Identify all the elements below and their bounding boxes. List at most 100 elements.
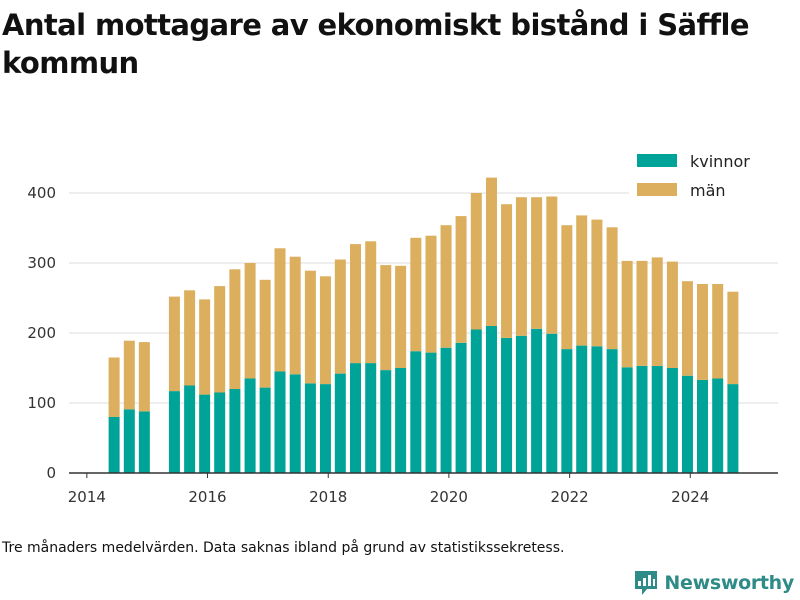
y-tick-label: 300 — [27, 254, 56, 272]
bar-man — [274, 248, 286, 372]
legend: kvinnor män — [629, 152, 779, 200]
bar-man — [636, 260, 648, 366]
bar-man — [591, 219, 603, 347]
bar-man — [304, 270, 316, 384]
legend-swatch-kvinnor — [637, 154, 677, 167]
bar-kvinnor — [651, 365, 663, 473]
bar-kvinnor — [319, 384, 331, 473]
bar-man — [365, 241, 377, 364]
bar-kvinnor — [591, 346, 603, 473]
bar-man — [184, 290, 196, 386]
bar-kvinnor — [425, 352, 437, 473]
bar-man — [681, 281, 693, 376]
bar-man — [455, 216, 467, 343]
bar-kvinnor — [123, 409, 135, 473]
bar-man — [561, 225, 573, 350]
legend-label-man: män — [690, 181, 726, 200]
y-tick-label: 0 — [46, 464, 56, 482]
bar-kvinnor — [636, 365, 648, 473]
bar-man — [334, 259, 346, 374]
bar-man — [712, 284, 724, 379]
bar-kvinnor — [274, 371, 286, 473]
bar-kvinnor — [410, 351, 422, 473]
bar-kvinnor — [334, 373, 346, 473]
bar-kvinnor — [727, 384, 739, 473]
bar-man — [350, 244, 362, 364]
bar-man — [138, 342, 150, 412]
bar-man — [319, 276, 331, 385]
bar-man — [651, 257, 663, 366]
bar-man — [546, 196, 558, 334]
bar-kvinnor — [138, 411, 150, 473]
legend-label-kvinnor: kvinnor — [690, 152, 750, 171]
bar-man — [425, 235, 437, 353]
bar-man — [606, 227, 618, 350]
x-axis: 2014 2016 2018 2020 2022 2024 — [68, 472, 778, 506]
bar-kvinnor — [199, 394, 211, 473]
bar-kvinnor — [455, 342, 467, 473]
footnote: Tre månaders medelvärden. Data saknas ib… — [2, 540, 565, 556]
y-tick-label: 100 — [27, 394, 56, 412]
brand-logo: Newsworthy — [634, 569, 794, 597]
bar-kvinnor — [531, 328, 543, 473]
x-tick-label: 2014 — [68, 488, 106, 506]
x-tick-label: 2022 — [551, 488, 589, 506]
bar-man — [108, 357, 120, 417]
y-tick-label: 200 — [27, 324, 56, 342]
bar-man — [199, 299, 211, 395]
bar-kvinnor — [214, 392, 226, 473]
bar-kvinnor — [350, 363, 362, 473]
bar-kvinnor — [561, 349, 573, 473]
bar-man — [727, 291, 739, 385]
bar-man — [410, 237, 422, 352]
bar-kvinnor — [501, 337, 513, 473]
bar-man — [531, 197, 543, 329]
bar-man — [244, 263, 256, 379]
y-tick-label: 400 — [27, 184, 56, 202]
bar-man — [666, 261, 678, 368]
bar-man — [696, 284, 708, 380]
bar-man — [576, 215, 588, 346]
bar-man — [485, 177, 497, 326]
bar-kvinnor — [515, 335, 527, 473]
x-tick-label: 2016 — [188, 488, 226, 506]
bar-kvinnor — [365, 363, 377, 473]
bar-man — [440, 225, 452, 348]
bar-kvinnor — [696, 379, 708, 473]
newsworthy-logo-icon — [635, 571, 658, 595]
bar-man — [289, 256, 301, 375]
bar-man — [621, 260, 633, 368]
bar-kvinnor — [304, 383, 316, 473]
bar-kvinnor — [259, 387, 271, 473]
bar-kvinnor — [184, 385, 196, 473]
brand-name: Newsworthy — [664, 572, 794, 594]
bar-kvinnor — [712, 378, 724, 473]
x-tick-label: 2018 — [309, 488, 347, 506]
bar-man — [515, 197, 527, 336]
bar-kvinnor — [576, 345, 588, 473]
bar-man — [229, 269, 241, 389]
bar-kvinnor — [395, 368, 407, 473]
bar-kvinnor — [681, 375, 693, 473]
bar-kvinnor — [380, 370, 392, 473]
bar-man — [259, 279, 271, 388]
bar-kvinnor — [621, 367, 633, 473]
bar-kvinnor — [470, 329, 482, 473]
x-tick-label: 2024 — [671, 488, 709, 506]
bar-kvinnor — [666, 368, 678, 473]
bar-kvinnor — [244, 378, 256, 473]
bar-kvinnor — [546, 333, 558, 473]
bar-man — [501, 204, 513, 338]
bar-man — [395, 265, 407, 368]
bar-man — [123, 340, 135, 410]
bar-man — [380, 265, 392, 371]
bar-man — [214, 286, 226, 393]
bar-kvinnor — [108, 417, 120, 473]
bar-man — [470, 193, 482, 330]
bar-kvinnor — [606, 349, 618, 473]
bar-kvinnor — [440, 347, 452, 473]
bar-kvinnor — [168, 391, 180, 473]
y-axis-ticks: 0 100 200 300 400 — [27, 184, 56, 482]
bar-kvinnor — [485, 326, 497, 473]
